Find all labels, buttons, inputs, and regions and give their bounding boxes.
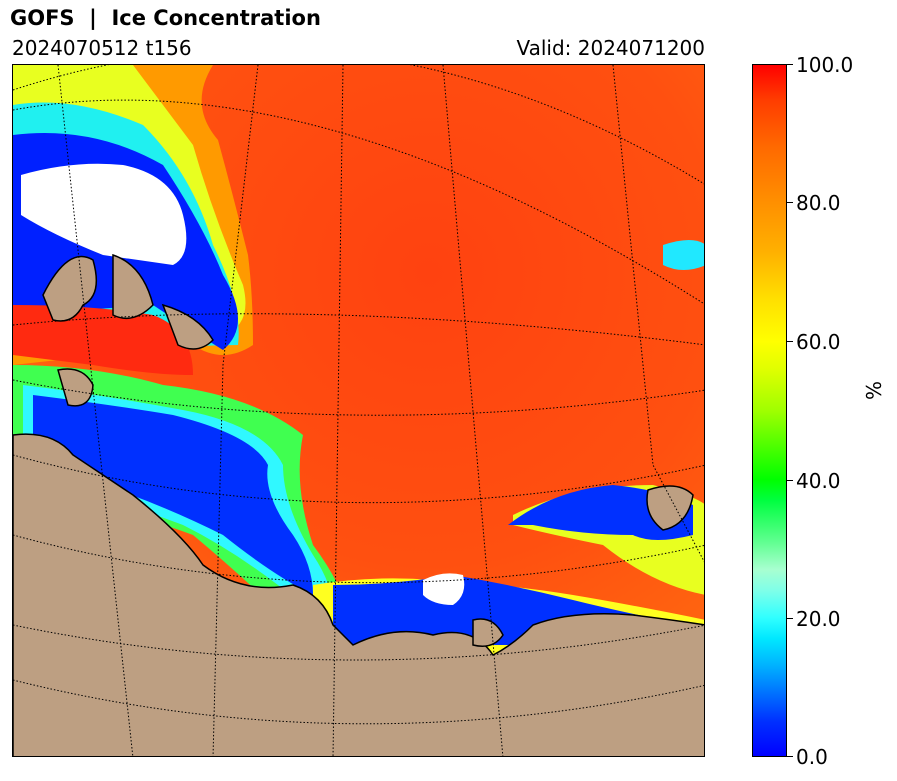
ice-concentration-map <box>13 65 704 756</box>
ice-band-red <box>13 305 193 375</box>
land-novaya-zemlya-3 <box>161 303 214 350</box>
chart-title: GOFS | Ice Concentration <box>10 6 321 30</box>
land-novaya-zemlya-2 <box>112 253 154 320</box>
graticule <box>13 65 704 756</box>
valid-time-label: Valid: 2024071200 <box>516 36 705 60</box>
colorbar-tick <box>787 341 793 342</box>
ice-basin-blue <box>33 395 313 595</box>
colorbar-label: 40.0 <box>796 469 841 493</box>
run-label: 2024070512 t156 <box>12 36 192 60</box>
land-novaya-zemlya-1 <box>42 255 98 322</box>
colorbar-tick <box>787 618 793 619</box>
colorbar-tick <box>787 480 793 481</box>
colorbar-label: 20.0 <box>796 607 841 631</box>
colorbar-label: 0.0 <box>796 745 828 769</box>
colorbar-unit: % <box>862 380 886 400</box>
colorbar-label: 60.0 <box>796 330 841 354</box>
land-south <box>13 433 704 756</box>
colorbar-tick <box>787 64 793 65</box>
ice-free-white <box>21 163 187 265</box>
ice-east-cyan-spot <box>663 240 704 270</box>
colorbar-tick <box>787 202 793 203</box>
land-island-west <box>57 368 94 407</box>
colorbar-label: 100.0 <box>796 53 854 77</box>
colorbar-tick <box>787 756 793 757</box>
colorbar <box>752 64 787 757</box>
map-panel <box>12 64 705 757</box>
land-island-south <box>472 618 504 647</box>
colorbar-label: 80.0 <box>796 191 841 215</box>
